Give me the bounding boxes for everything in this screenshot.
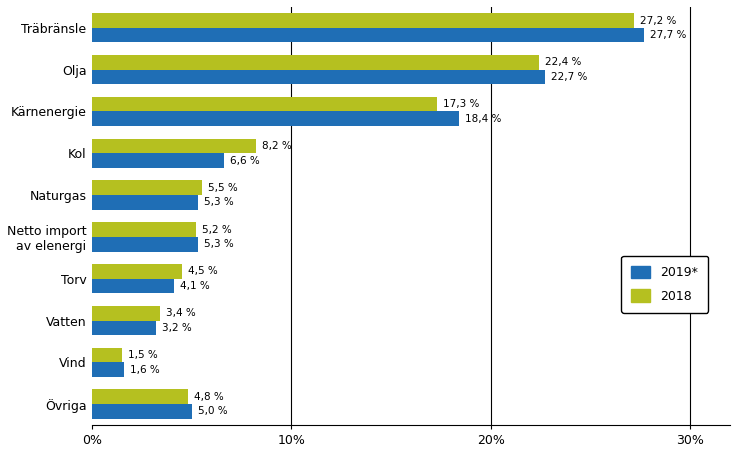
Bar	[92, 180, 202, 195]
Bar	[92, 153, 224, 168]
Bar	[92, 13, 635, 28]
Bar	[92, 279, 174, 293]
Text: 4,8 %: 4,8 %	[194, 392, 223, 402]
Text: 3,4 %: 3,4 %	[166, 308, 195, 318]
Text: 5,0 %: 5,0 %	[198, 406, 228, 416]
Text: 8,2 %: 8,2 %	[262, 141, 291, 151]
Bar	[92, 348, 122, 362]
Text: 6,6 %: 6,6 %	[230, 156, 259, 166]
Bar	[92, 362, 124, 377]
Text: 22,4 %: 22,4 %	[545, 57, 581, 67]
Text: 5,5 %: 5,5 %	[208, 183, 237, 193]
Text: 5,3 %: 5,3 %	[203, 239, 234, 249]
Bar	[92, 55, 539, 69]
Text: 5,3 %: 5,3 %	[203, 197, 234, 207]
Bar	[92, 195, 198, 210]
Text: 4,5 %: 4,5 %	[188, 266, 217, 276]
Text: 4,1 %: 4,1 %	[180, 281, 209, 291]
Bar	[92, 404, 192, 419]
Bar	[92, 28, 644, 43]
Text: 27,2 %: 27,2 %	[640, 15, 677, 25]
Bar	[92, 237, 198, 252]
Text: 17,3 %: 17,3 %	[443, 99, 479, 109]
Text: 1,5 %: 1,5 %	[128, 350, 158, 360]
Bar	[92, 321, 156, 335]
Legend: 2019*, 2018: 2019*, 2018	[621, 256, 708, 313]
Bar	[92, 69, 545, 84]
Bar	[92, 97, 437, 112]
Bar	[92, 390, 188, 404]
Bar	[92, 138, 256, 153]
Text: 5,2 %: 5,2 %	[202, 225, 231, 235]
Bar	[92, 264, 182, 279]
Bar	[92, 306, 160, 321]
Text: 1,6 %: 1,6 %	[130, 365, 160, 375]
Text: 27,7 %: 27,7 %	[650, 30, 687, 40]
Text: 3,2 %: 3,2 %	[162, 323, 192, 333]
Bar	[92, 112, 459, 126]
Text: 22,7 %: 22,7 %	[551, 72, 587, 82]
Bar	[92, 222, 196, 237]
Text: 18,4 %: 18,4 %	[465, 114, 501, 124]
